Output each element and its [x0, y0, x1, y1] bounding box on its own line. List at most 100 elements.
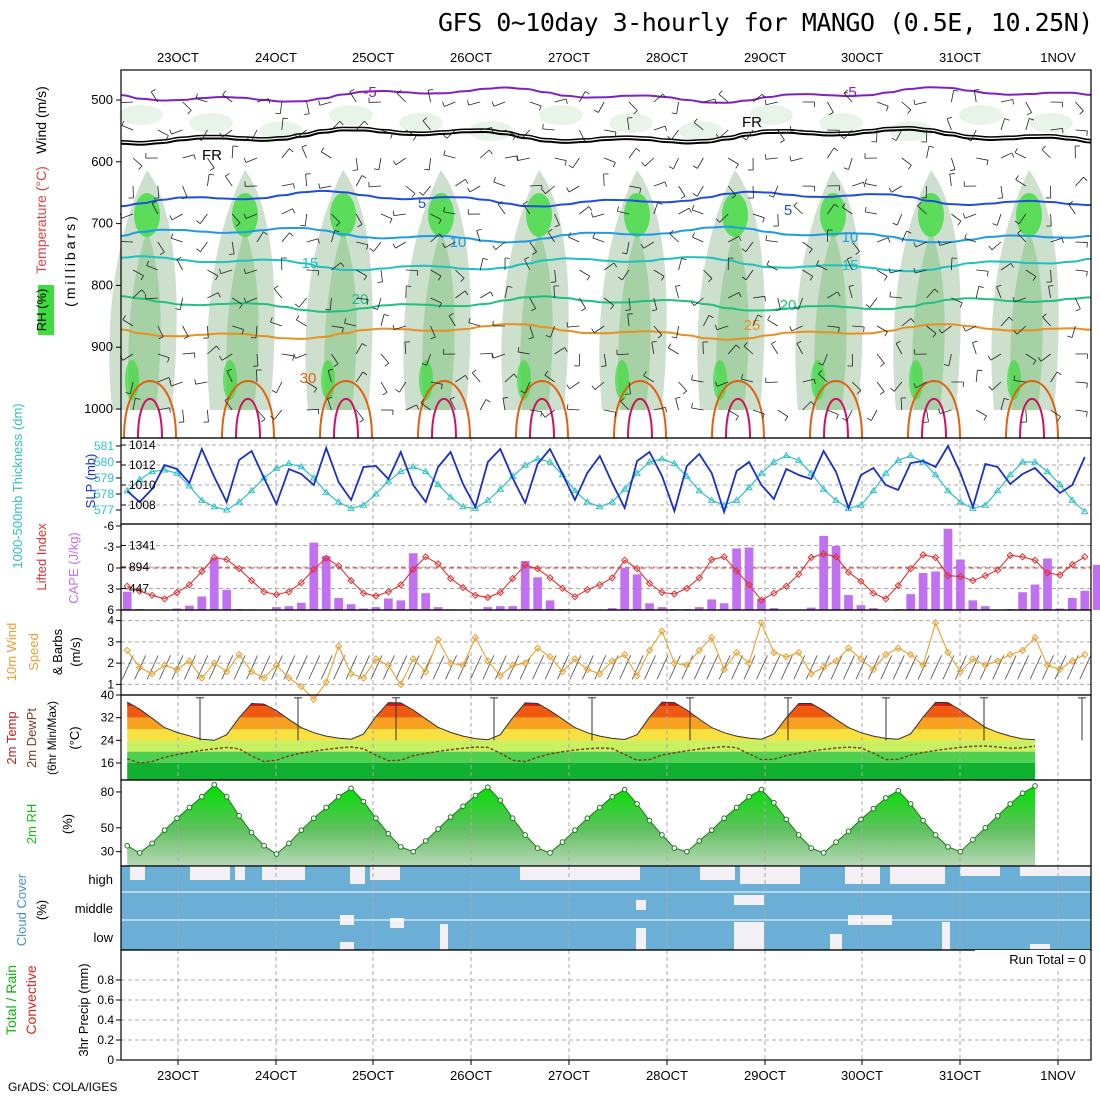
wind-barb	[455, 178, 466, 187]
lifted-tick-label: -6	[103, 519, 114, 533]
isotherms	[120, 86, 1092, 439]
slp-line	[126, 444, 1086, 516]
wind10-barb	[743, 655, 756, 680]
wind-barb	[843, 167, 849, 170]
isotherm-dome	[809, 380, 863, 439]
thickness-point	[645, 458, 654, 465]
wind-barb	[292, 355, 295, 361]
wind-barb	[1075, 308, 1081, 312]
thickness-point	[670, 459, 679, 467]
thickness-tick-label: 579	[94, 471, 114, 485]
thickness-point	[583, 498, 592, 505]
cape-bar	[1092, 564, 1100, 610]
wind-barb	[209, 167, 215, 171]
wind-barb	[171, 237, 183, 243]
wind-barb	[793, 205, 803, 215]
wind-barb	[182, 325, 189, 337]
wind10-barb	[830, 655, 843, 680]
wind10-barb	[855, 655, 868, 680]
wind-barb	[675, 284, 681, 287]
thickness-point	[372, 490, 380, 497]
wind-barb	[430, 297, 442, 304]
isotherm-dome	[907, 380, 961, 439]
wind10-point	[583, 665, 592, 674]
rh-point	[211, 781, 218, 788]
rh-point	[323, 804, 329, 811]
wind-barb	[427, 90, 431, 103]
wind-barb	[493, 177, 496, 183]
wind-barb	[479, 399, 487, 411]
wind-barb	[1075, 269, 1088, 272]
cloud-clear-low	[942, 926, 950, 950]
wind-barb	[827, 101, 834, 113]
wind-barb	[405, 129, 417, 137]
wind10-point	[707, 633, 716, 642]
wind-barb	[932, 333, 937, 338]
rh-point	[298, 827, 305, 833]
lifted-index-point	[285, 588, 293, 596]
cape-bar	[371, 607, 381, 610]
cloud-clear-low	[636, 928, 646, 950]
wind-barb	[827, 409, 839, 415]
thickness-point	[173, 469, 181, 476]
lifted-index-point	[919, 550, 927, 559]
pressure-tick-label: 900	[91, 339, 113, 354]
thickness-point	[881, 469, 890, 476]
lifted-index-point	[521, 561, 529, 569]
wind-barb	[327, 370, 332, 383]
wind-barb	[270, 415, 275, 420]
cape-bar	[844, 595, 853, 610]
wind-barb	[818, 362, 824, 366]
wind10-point	[546, 653, 554, 661]
cape-bar	[744, 547, 754, 610]
wind-barb	[676, 325, 679, 338]
wind-barb	[157, 353, 170, 359]
wind-barb	[455, 290, 466, 299]
wind-barb	[235, 222, 241, 227]
wind-barb	[320, 151, 332, 159]
wind-barb	[917, 202, 922, 207]
wind-barb	[566, 187, 570, 193]
thickness-point	[807, 469, 816, 476]
wind-barb	[295, 315, 300, 321]
cape-bar	[421, 593, 431, 610]
lifted-index-point	[882, 595, 890, 603]
wind-barb	[681, 257, 687, 261]
wind-barb	[141, 289, 146, 294]
wind-barb	[169, 215, 173, 221]
wind-barb	[221, 353, 233, 361]
wind-barb	[1000, 316, 1010, 327]
wind10-point	[310, 695, 318, 703]
lifted-index-point	[1031, 556, 1039, 565]
isotherm-label: 20	[352, 291, 369, 308]
isotherm-label: FR	[742, 114, 762, 131]
wind-barb	[680, 195, 686, 200]
wind-barb	[396, 89, 402, 94]
wind-barb	[121, 125, 134, 131]
wind-barb	[986, 160, 989, 166]
minmax-axis-label: (6hr Min/Max)	[45, 701, 59, 775]
wind10-point	[757, 619, 766, 627]
wind-barb	[373, 168, 379, 171]
cape-bar	[943, 528, 953, 610]
wind-barb	[848, 286, 853, 299]
wind-barb	[176, 259, 183, 271]
wind-barb	[120, 101, 134, 104]
rh-point	[310, 815, 317, 822]
wind10-point	[434, 636, 442, 644]
wind-barb	[335, 222, 341, 227]
cape-bar	[757, 598, 766, 610]
thickness-point	[421, 467, 430, 475]
wind-barb	[901, 318, 912, 327]
wind-barb	[667, 136, 672, 140]
rh-point	[497, 797, 504, 804]
wind-barb	[810, 401, 815, 406]
thickness-point	[309, 474, 318, 481]
wind10-barb	[295, 655, 308, 680]
thickness-point	[434, 480, 442, 487]
wind-barb	[151, 203, 159, 215]
wind-barb	[802, 378, 815, 383]
wind-barb	[289, 148, 294, 153]
lifted-index-point	[546, 574, 554, 582]
wind-barb	[355, 120, 365, 131]
